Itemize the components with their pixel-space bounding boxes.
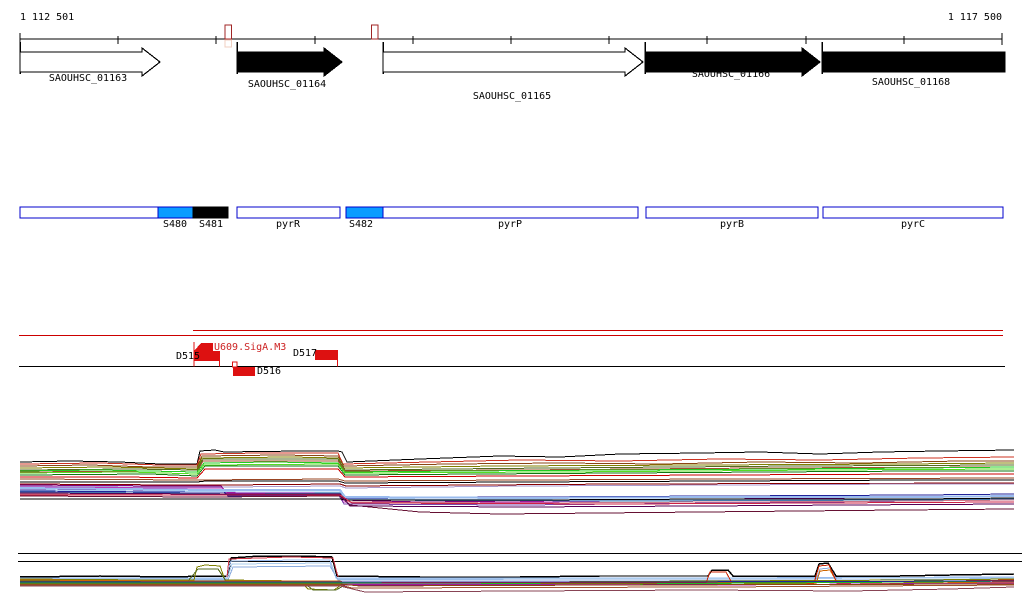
feature-box-D515[interactable] xyxy=(194,351,220,361)
expression-profile-line xyxy=(19,456,1015,470)
ruler-end-coordinate: 1 117 500 xyxy=(947,12,1002,23)
expression-profile-line xyxy=(19,461,1015,473)
gene-label: SAOUHSC_01163 xyxy=(48,73,128,84)
expression-profile-line xyxy=(20,468,1014,479)
expression-profile-line xyxy=(19,449,1015,465)
feature-box-D517[interactable] xyxy=(315,350,338,360)
segment-label: S481 xyxy=(198,219,224,230)
gene-label: SAOUHSC_01164 xyxy=(247,79,327,90)
segment-label: pyrB xyxy=(719,219,745,230)
expression-profile-line xyxy=(20,479,1014,484)
operon-box-pyrC[interactable] xyxy=(822,206,1004,219)
expression-profile-line xyxy=(19,483,1014,489)
ruler-marker[interactable] xyxy=(224,24,233,40)
probe-label: D517 xyxy=(293,348,318,359)
expression-profile-line xyxy=(226,556,339,578)
operon-box-pyrP[interactable] xyxy=(382,206,639,219)
expression-profile-line xyxy=(19,458,1015,471)
site-label: U609.SigA.M3 xyxy=(214,342,287,353)
segment-label: pyrR xyxy=(275,219,301,230)
expression-profile-line xyxy=(20,585,1015,593)
ruler-marker-ghost xyxy=(224,39,233,48)
segment-label: pyrP xyxy=(497,219,523,230)
expression-profile-line xyxy=(20,497,1015,501)
gene-label: SAOUHSC_01165 xyxy=(472,91,552,102)
expression-profile-line xyxy=(19,495,1015,515)
expression-profile-line xyxy=(19,482,1015,487)
expression-profile-line xyxy=(19,463,1015,475)
segment-label: S480 xyxy=(162,219,188,230)
expression-profile-line xyxy=(20,584,1015,589)
gene-arrow-SAOUHSC_01166[interactable] xyxy=(644,46,821,78)
expression-profile-line xyxy=(19,465,1014,477)
expression-profile-line xyxy=(19,487,1015,500)
feature-tick xyxy=(231,361,238,368)
operon-box-S480[interactable] xyxy=(157,206,194,219)
gene-arrow-SAOUHSC_01163[interactable] xyxy=(19,46,161,78)
expression-profile-line xyxy=(19,477,1015,482)
ruler-marker[interactable] xyxy=(370,24,379,40)
probe-label: D516 xyxy=(257,366,282,377)
gene-label: SAOUHSC_01166 xyxy=(691,69,771,80)
gene-arrow-SAOUHSC_01164[interactable] xyxy=(236,46,343,78)
site-flag xyxy=(194,343,213,351)
gene-arrow-SAOUHSC_01165[interactable] xyxy=(382,46,644,78)
expression-profile-line xyxy=(20,580,1015,585)
expression-profile-line xyxy=(19,555,1015,578)
expression-profile-line xyxy=(20,583,1015,587)
operon-box-pyrB[interactable] xyxy=(645,206,819,219)
operon-box-pyrR[interactable] xyxy=(236,206,341,219)
gene-arrow-SAOUHSC_01168[interactable] xyxy=(821,51,1006,73)
expression-profile-line xyxy=(20,494,1015,505)
expression-profile-line xyxy=(20,562,1015,580)
probe-label: D515 xyxy=(176,351,201,362)
ruler-start-coordinate: 1 112 501 xyxy=(20,12,75,23)
feature-box-D516[interactable] xyxy=(233,367,255,376)
segment-label: pyrC xyxy=(900,219,926,230)
expression-profile-line xyxy=(19,492,1015,508)
segment-label: S482 xyxy=(348,219,374,230)
operon-box-unlabeled[interactable] xyxy=(19,206,159,219)
expression-profile-line xyxy=(19,454,1014,468)
gene-label: SAOUHSC_01168 xyxy=(871,77,951,88)
expression-profile-line xyxy=(20,580,1015,583)
operon-box-S482[interactable] xyxy=(345,206,384,219)
operon-box-S481[interactable] xyxy=(192,206,229,219)
